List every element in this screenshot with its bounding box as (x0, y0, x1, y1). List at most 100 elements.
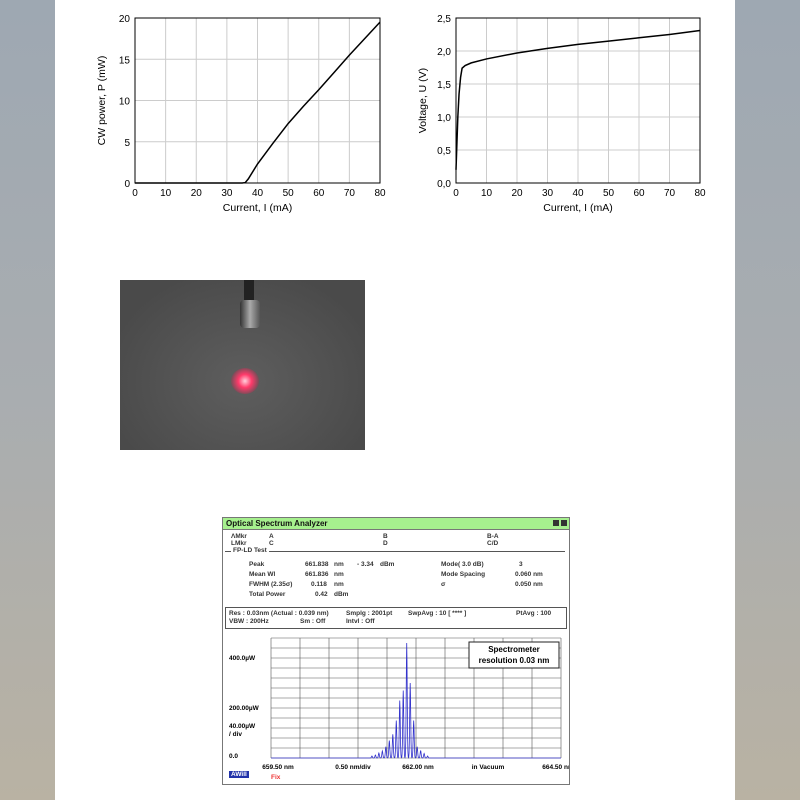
y-tick-label: 5 (124, 138, 130, 149)
sm-setting: Sm : Off (300, 618, 326, 625)
laser-spot (231, 368, 259, 394)
mean-unit: nm (334, 571, 344, 578)
y-label: 0.0 (229, 753, 238, 760)
vbw-setting: VBW : 200Hz (229, 618, 269, 625)
laser-spot-photo (120, 280, 365, 450)
smplg-setting: Smplg : 2001pt (346, 610, 393, 617)
x-tick-label: 50 (283, 188, 295, 199)
y-axis-label: CW power, P (mW) (96, 56, 108, 146)
y-label: 200.00µW (229, 705, 260, 712)
total-power-unit: dBm (334, 591, 349, 598)
intvl-setting: Intvl : Off (346, 618, 375, 625)
peak-dbm-unit: dBm (380, 561, 395, 568)
peak-value: 661.838 (305, 561, 329, 568)
plot-frame (455, 17, 701, 184)
res-setting: Res : 0.03nm (Actual : 0.039 nm) (229, 610, 329, 617)
x-tick-label: 40 (252, 188, 264, 199)
x-tick-label: 40 (572, 188, 584, 199)
y-label: 400.0µW (229, 655, 256, 662)
y-tick-label: 0,0 (437, 179, 451, 190)
y-tick-label: 0 (124, 179, 130, 190)
peak-label: Peak (249, 561, 265, 568)
x-axis-label: Current, I (mA) (223, 202, 292, 214)
osa-window: Optical Spectrum Analyzer ΛMkr LMkr A C … (222, 517, 570, 785)
sigma-label: σ (441, 581, 446, 588)
mode-spacing-label: Mode Spacing (441, 571, 486, 578)
x-tick-label: 0 (132, 188, 138, 199)
fwhm-label: FWHM (2.35σ) (249, 581, 293, 588)
annotation-text: resolution 0.03 nm (479, 656, 550, 665)
y-label: 40.00µW (229, 723, 256, 730)
close-button[interactable] (561, 520, 567, 526)
x-tick-label: 20 (191, 188, 203, 199)
x-tick-label: 30 (221, 188, 233, 199)
y-tick-label: 1,5 (437, 80, 451, 91)
total-power-label: Total Power (249, 591, 286, 598)
x-label: 0.50 nm/div (335, 764, 371, 771)
fwhm-value: 0.118 (311, 581, 327, 588)
x-tick-label: 60 (633, 188, 645, 199)
x-tick-label: 20 (511, 188, 523, 199)
total-power-value: 0.42 (315, 591, 328, 598)
marker-d: D (383, 540, 388, 547)
marker-c: C (269, 540, 274, 547)
x-tick-label: 50 (603, 188, 615, 199)
marker-b: B (383, 533, 388, 540)
mean-value: 661.836 (305, 571, 329, 578)
x-label: 664.50 nm (542, 764, 569, 771)
plot-frame (134, 17, 381, 184)
ptavg-setting: PtAvg : 100 (516, 610, 552, 617)
lmkr-label: LMkr (231, 540, 247, 547)
x-label: in Vacuum (472, 764, 505, 771)
swpavg-setting: SwpAvg : 10 [ **** ] (408, 610, 467, 617)
voltage-current-chart: 0 10 20 30 40 50 60 70 80 0,0 0,5 1,0 1,5 2,0 2,5 Curre… (417, 14, 706, 214)
awill-logo: AWill (229, 771, 249, 778)
marker-c-d: C/D (487, 540, 499, 547)
sigma-value: 0.050 nm (515, 581, 543, 588)
osa-title: Optical Spectrum Analyzer (226, 519, 328, 528)
annotation-text: Spectrometer (488, 645, 540, 654)
marker-a: A (269, 533, 274, 540)
x-tick-label: 10 (481, 188, 493, 199)
peak-dbm: - 3.34 (357, 561, 374, 568)
y-tick-label: 20 (119, 14, 131, 25)
section-label: FP-LD Test (231, 547, 269, 554)
x-tick-label: 70 (344, 188, 356, 199)
x-tick-label: 80 (374, 188, 386, 199)
x-label: 662.00 nm (402, 764, 434, 771)
x-label: 659.50 nm (262, 764, 294, 771)
fwhm-unit: nm (334, 581, 344, 588)
settings-box: Res : 0.03nm (Actual : 0.039 nm) Smplg :… (225, 607, 567, 629)
x-axis-label: Current, I (mA) (543, 202, 612, 214)
marker-b-a: B-A (487, 533, 499, 540)
annotation-box (468, 641, 560, 669)
y-tick-label: 10 (119, 97, 131, 108)
osa-titlebar: Optical Spectrum Analyzer (223, 518, 569, 530)
mode-label: Mode( 3.0 dB) (441, 561, 484, 568)
mode-spacing-value: 0.060 nm (515, 571, 543, 578)
y-tick-label: 0,5 (437, 146, 451, 157)
x-tick-label: 0 (453, 188, 459, 199)
fiber-connector (244, 280, 254, 302)
x-tick-label: 60 (313, 188, 325, 199)
spectrum-trace (271, 642, 561, 759)
x-tick-label: 30 (542, 188, 554, 199)
y-tick-label: 2,5 (437, 14, 451, 25)
mean-label: Mean Wl (249, 571, 276, 578)
spectrum-chart: 400.0µW 200.00µW 40.00µW/ div 0.0 659.50 nm 0… (229, 637, 569, 771)
y-label: / div (229, 731, 242, 738)
x-tick-label: 10 (160, 188, 172, 199)
amkr-label: ΛMkr (231, 533, 247, 540)
data-line (135, 21, 381, 184)
minimize-button[interactable] (553, 520, 559, 526)
x-tick-label: 80 (694, 188, 706, 199)
fix-indicator: Fix (271, 774, 281, 781)
fiber-connector-ferrule (240, 300, 260, 328)
y-tick-label: 1,0 (437, 113, 451, 124)
mode-value: 3 (519, 561, 523, 568)
y-tick-label: 2,0 (437, 47, 451, 58)
y-axis-label: Voltage, U (V) (417, 68, 429, 133)
peak-unit: nm (334, 561, 344, 568)
y-tick-label: 15 (119, 55, 131, 66)
data-line (455, 29, 701, 170)
